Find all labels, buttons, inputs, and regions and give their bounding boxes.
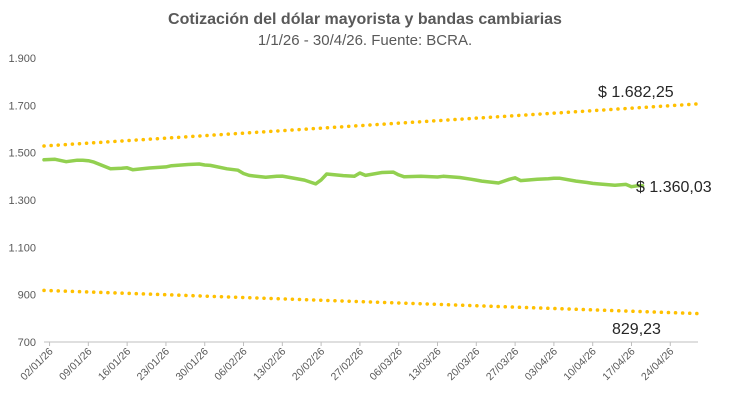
y-tick-label: 1.100 — [8, 242, 36, 254]
y-tick-label: 1.700 — [8, 100, 36, 112]
y-tick-label: 700 — [18, 337, 36, 349]
lower-band-line — [42, 288, 700, 316]
x-tick-label: 24/04/26 — [639, 346, 676, 383]
x-tick-label: 02/01/26 — [18, 346, 55, 383]
dolar-mayorista-line — [42, 157, 645, 189]
upper-band-line — [42, 102, 700, 148]
x-tick-label: 23/01/26 — [135, 346, 172, 383]
lower-band-value-label: 829,23 — [612, 321, 661, 338]
x-axis: 02/01/26 09/01/26 16/01/26 23/01/26 30/01/26… — [18, 341, 698, 383]
y-axis: 700 900 1.100 1.300 1.500 1.700 1.900 — [8, 53, 36, 349]
x-tick-label: 13/03/26 — [406, 346, 443, 383]
x-tick-label: 20/02/26 — [290, 346, 327, 383]
y-tick-label: 900 — [18, 290, 36, 302]
x-tick-label: 13/02/26 — [251, 346, 288, 383]
x-tick-label: 09/01/26 — [57, 346, 94, 383]
x-tick-label: 30/01/26 — [173, 346, 210, 383]
x-tick-label: 06/02/26 — [212, 346, 249, 383]
x-tick-label: 03/04/26 — [523, 346, 560, 383]
dolar-last-value-label: $ 1.360,03 — [636, 179, 712, 196]
x-tick-label: 17/04/26 — [600, 346, 637, 383]
chart-subtitle: 1/1/26 - 30/4/26. Fuente: BCRA. — [258, 32, 472, 49]
y-tick-label: 1.300 — [8, 195, 36, 207]
y-tick-label: 1.500 — [8, 148, 36, 160]
x-tick-label: 27/02/26 — [329, 346, 366, 383]
x-tick-label: 27/03/26 — [484, 346, 521, 383]
chart-title: Cotización del dólar mayorista y bandas … — [168, 11, 562, 28]
x-tick-label: 10/04/26 — [561, 346, 598, 383]
upper-band-value-label: $ 1.682,25 — [598, 84, 674, 101]
x-tick-label: 20/03/26 — [445, 346, 482, 383]
x-tick-label: 06/03/26 — [367, 346, 404, 383]
series-layer — [42, 102, 700, 316]
y-tick-label: 1.900 — [8, 53, 36, 65]
x-tick-label: 16/01/26 — [96, 346, 133, 383]
